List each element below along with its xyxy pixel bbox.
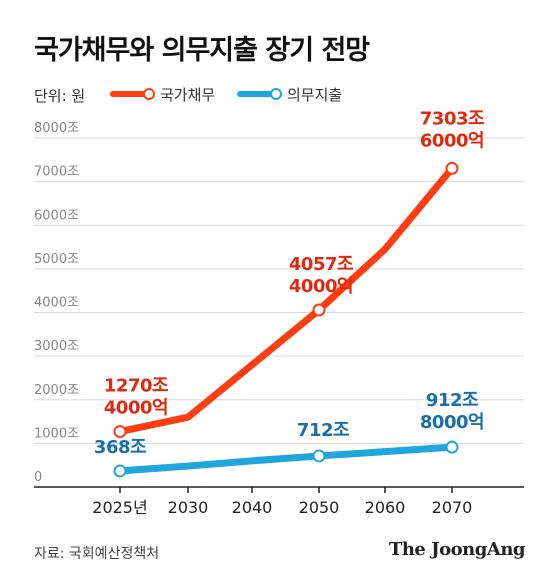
data-label: 4000억 [289,276,353,297]
y-tick-label: 3000조 [34,339,79,354]
data-point-marker [312,303,326,317]
y-tick-label: 1000조 [34,426,79,441]
y-tick-label: 2000조 [34,383,79,398]
data-label: 4000억 [104,398,168,419]
data-point-marker [312,449,326,463]
chart-title: 국가채무와 의무지출 장기 전망 [34,35,370,66]
data-label: 368조 [94,437,146,458]
x-tick-label: 2025년 [92,498,147,517]
data-label: 7303조 [420,108,484,129]
source-note: 자료: 국회예산정책처 [34,546,160,562]
data-label: 8000억 [420,412,484,433]
data-point-marker [445,161,459,175]
data-label: 912조 [426,390,478,411]
legend-swatch-debt [110,87,156,101]
legend-item-mandatory: 의무지출 [237,84,342,104]
legend-label-mandatory: 의무지출 [287,85,343,104]
legend-item-debt: 국가채무 [110,84,215,104]
data-point-marker [113,425,127,439]
data-label: 712조 [297,420,349,441]
y-tick-label: 0 [34,470,42,485]
data-label: 1270조 [104,376,168,397]
unit-label: 단위: 원 [34,87,86,105]
brand-logo: The JoongAng [388,539,526,560]
y-tick-label: 4000조 [34,296,79,311]
x-tick-label: 2060 [365,498,406,517]
legend-label-debt: 국가채무 [160,85,216,104]
y-tick-label: 5000조 [34,252,79,267]
legend-swatch-mandatory [237,87,283,101]
y-tick-label: 6000조 [34,208,79,223]
x-tick-label: 2070 [432,498,473,517]
series-line-0 [116,164,456,436]
y-tick-label: 8000조 [34,121,79,136]
x-tick-label: 2030 [168,498,209,517]
x-tick-label: 2040 [232,498,273,517]
data-label: 6000억 [420,130,484,151]
x-tick-label: 2050 [299,498,340,517]
series-line-1 [116,443,456,475]
data-label: 4057조 [289,254,353,275]
y-tick-label: 7000조 [34,165,79,180]
data-point-marker [445,440,459,454]
data-point-marker [113,464,127,478]
